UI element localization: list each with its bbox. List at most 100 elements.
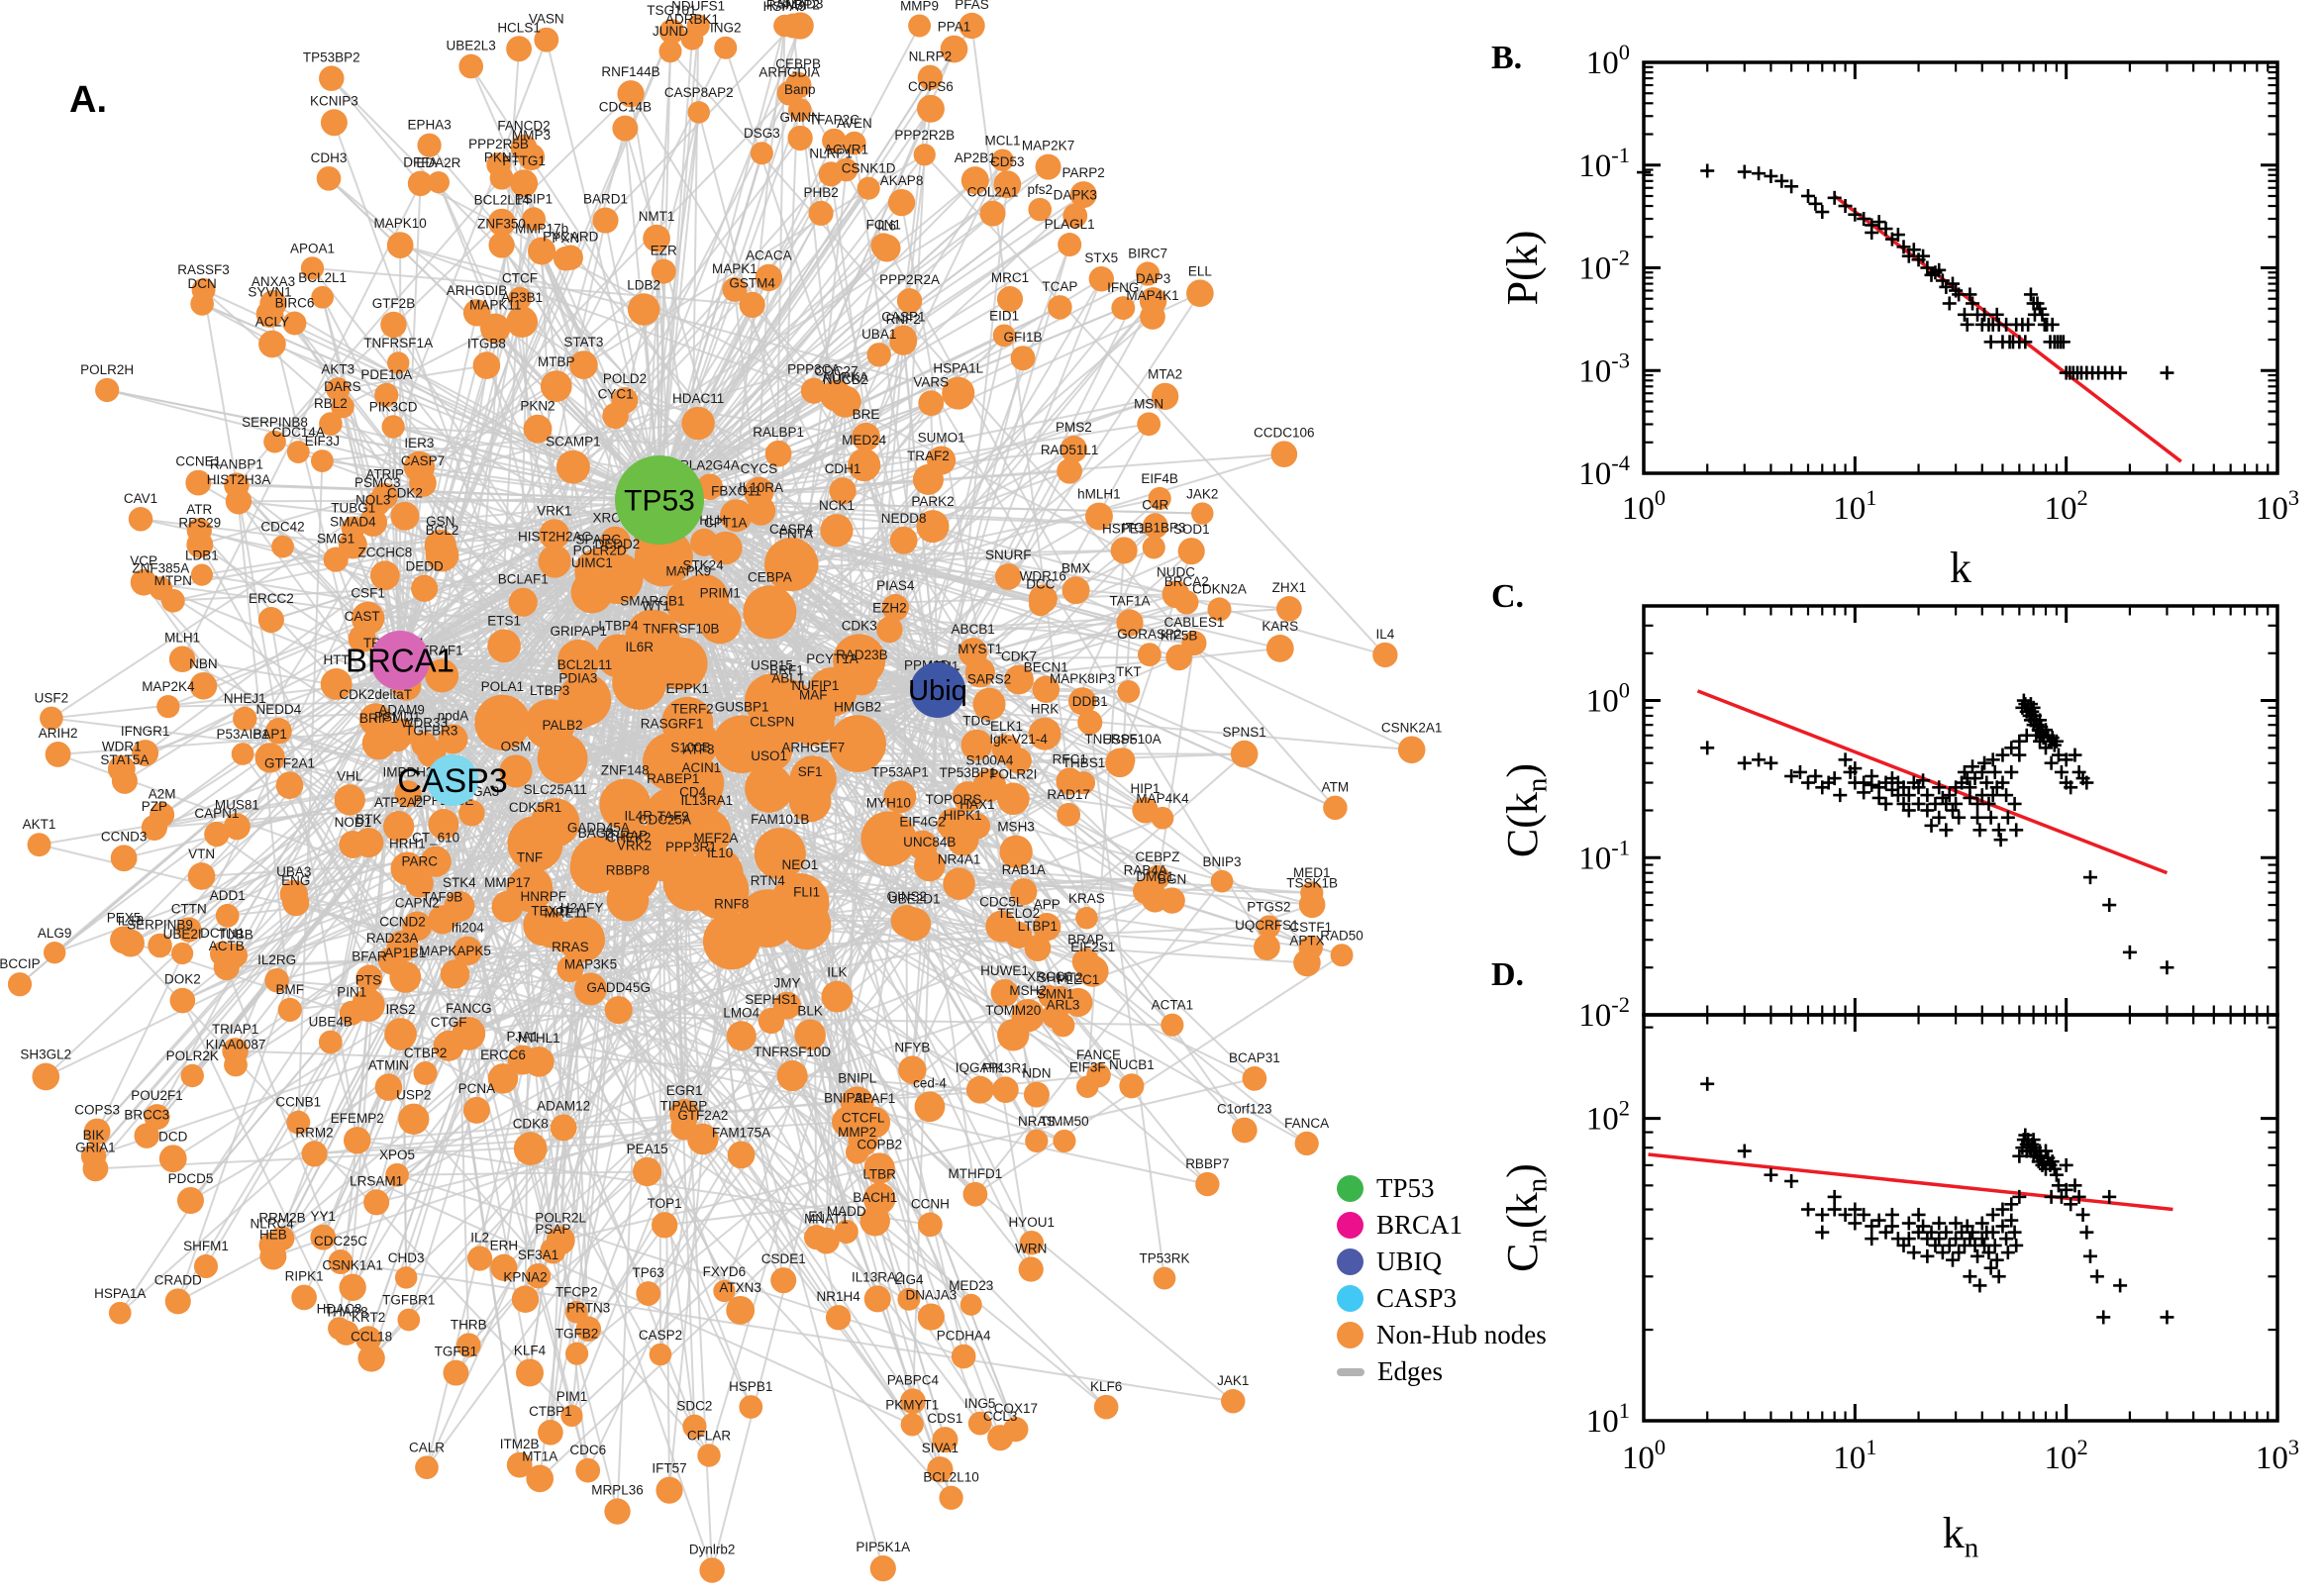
network-node-label: KLF4	[514, 1343, 547, 1357]
network-node	[1028, 717, 1061, 750]
network-node-label: MMP9	[900, 0, 939, 14]
network-node	[643, 224, 670, 252]
network-node-label: PKN1	[484, 150, 519, 165]
network-node	[821, 980, 854, 1013]
svg-text:10-4: 10-4	[1578, 450, 1630, 492]
network-node-label: BECN1	[1024, 659, 1068, 674]
network-node	[516, 1358, 545, 1387]
network-node	[319, 65, 345, 91]
network-node	[328, 1249, 354, 1275]
network-node-label: RAD23B	[836, 648, 888, 662]
network-node-label: MUS81	[215, 797, 259, 812]
network-node-label: POLR2L	[535, 1210, 586, 1225]
network-node	[32, 1062, 60, 1091]
network-node	[599, 526, 631, 557]
network-node-label: ING5	[964, 1396, 996, 1411]
network-node-label: TAF9B	[422, 889, 462, 904]
network-node	[275, 771, 304, 800]
network-node-label: POLR2I	[989, 766, 1037, 781]
network-node	[1270, 441, 1298, 468]
network-node-label: JUND	[653, 24, 688, 39]
network-node	[386, 351, 410, 374]
network-node-label: BNIP3	[1203, 854, 1242, 869]
network-node-label: DMC1	[1136, 869, 1173, 884]
network-node-label: MTPN	[154, 573, 192, 588]
network-node-label: WDR1	[102, 740, 142, 754]
network-node-label: RAD23A	[366, 931, 419, 946]
network-node	[363, 1189, 390, 1216]
network-node	[972, 768, 1007, 802]
network-node-label: CTCF	[502, 271, 538, 286]
network-node-label: RPS29	[178, 516, 221, 531]
network-node	[669, 1099, 700, 1130]
network-node-label: MSH2	[1009, 983, 1047, 998]
network-node-label: UQCRFS1	[1235, 918, 1299, 933]
network-node-label: COL2A1	[967, 185, 1019, 200]
network-node-label: RAD51L1	[1041, 443, 1099, 457]
network-node	[965, 1075, 994, 1104]
network-node-label: PHB2	[803, 185, 838, 200]
network-node-label: BRCC3	[124, 1107, 169, 1122]
network-node-label: ADRBK1	[665, 12, 719, 27]
network-node	[556, 639, 600, 682]
network-node-label: SF3A1	[518, 1247, 558, 1262]
network-node	[863, 1152, 895, 1184]
network-node	[556, 955, 584, 983]
network-node	[897, 1287, 921, 1311]
network-node-label: ING2	[710, 21, 742, 36]
network-node-label: PCDHA4	[937, 1329, 991, 1344]
network-node-label: AP3B1	[501, 290, 543, 305]
network-node-label: RASSF3	[177, 262, 230, 277]
network-node	[443, 1359, 469, 1386]
network-node-label: PCYT1A	[806, 651, 858, 666]
network-node-label: MSH3	[997, 820, 1035, 835]
network-node	[528, 237, 556, 265]
network-node-label: CRADD	[154, 1272, 202, 1287]
network-node-label: BNIP3L	[824, 1091, 870, 1106]
y-axis-title: P(k)	[1498, 231, 1547, 306]
network-node	[897, 907, 932, 942]
network-node-label: THBS1	[1062, 755, 1106, 770]
network-node-label: EIF4B	[1141, 471, 1178, 486]
network-node	[1148, 486, 1171, 511]
network-node	[339, 1000, 364, 1026]
network-node	[599, 778, 652, 831]
network-node-label: RNF144B	[601, 64, 659, 79]
network-node	[834, 1219, 858, 1245]
network-node-label: JAK1	[1217, 1373, 1249, 1388]
network-node	[95, 377, 120, 403]
svg-text:100: 100	[1586, 40, 1630, 81]
network-node-label: POLR2D	[573, 544, 627, 558]
network-node	[444, 890, 475, 922]
network-node-label: MAPK11	[469, 298, 521, 313]
network-node	[398, 1103, 430, 1135]
network-node-label: PDIA3	[558, 670, 597, 685]
network-node-label: IL6	[877, 219, 896, 234]
network-node-label: STAT5A	[100, 752, 149, 767]
network-node-label: RTN4	[751, 873, 786, 888]
network-node-label: CT_610	[412, 831, 459, 846]
network-node-label: GSN	[426, 514, 454, 529]
network-node	[1084, 502, 1113, 531]
network-node-label: POLA1	[481, 679, 525, 694]
network-node-label: ETS1	[487, 614, 521, 629]
network-node	[565, 1342, 589, 1365]
fit-line	[1648, 1152, 2173, 1212]
network-node-label: ATP2A2	[374, 795, 423, 810]
network-node-label: SEPHS1	[745, 992, 797, 1007]
network-node-label: CEBPZ	[1135, 849, 1179, 864]
network-node-label: NTHL1	[518, 1031, 560, 1046]
network-node	[788, 779, 832, 823]
network-node-label: CEBPA	[748, 569, 792, 584]
network-node-label: CASP2	[639, 1328, 682, 1343]
network-node-label: Ifi204	[452, 921, 485, 936]
network-node	[1111, 296, 1136, 320]
network-node-label: DNAJA3	[905, 1287, 957, 1302]
network-node-label: HIP1	[1131, 781, 1161, 796]
network-node-label: POLD2	[603, 371, 647, 386]
network-node-label: PSMC3	[354, 475, 401, 490]
network-node-label: BNIPL	[838, 1070, 877, 1085]
network-node-label: HDAC8	[317, 1301, 362, 1316]
network-node	[1028, 197, 1053, 222]
network-node	[943, 867, 975, 900]
